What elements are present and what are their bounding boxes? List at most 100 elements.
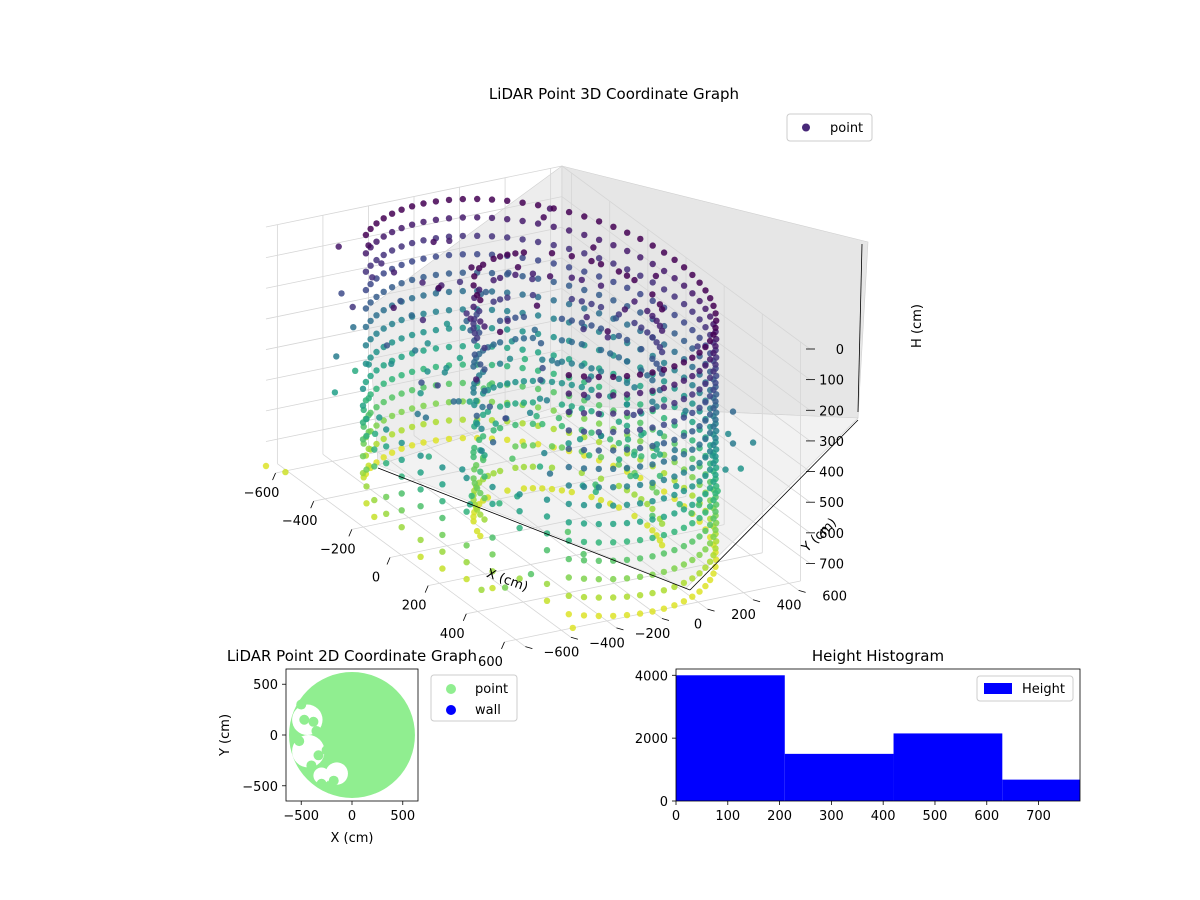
point-3d <box>543 597 551 604</box>
point-3d <box>420 384 427 391</box>
point-3d <box>706 448 714 455</box>
z-tick-label-3d: 500 <box>819 496 844 511</box>
point-3d <box>445 215 453 222</box>
point-3d <box>558 401 566 408</box>
point-3d <box>706 503 714 510</box>
point-3d <box>581 268 588 275</box>
point-3d <box>470 513 477 520</box>
z-tick-label-3d: 300 <box>819 435 844 450</box>
point-3d <box>649 387 656 394</box>
point-3d <box>380 288 387 295</box>
point-3d <box>463 310 470 317</box>
point-3d <box>710 368 717 375</box>
point-3d <box>477 489 484 497</box>
point-3d <box>636 592 644 599</box>
point-3d <box>470 363 477 370</box>
point-3d <box>595 484 602 491</box>
point-3d <box>623 538 631 545</box>
point-3d <box>623 272 631 279</box>
ticks-2d: −500 0 500 −500 0 500 <box>242 678 415 824</box>
point-3d <box>333 353 340 360</box>
point-3d <box>481 323 488 330</box>
point-3d <box>408 312 415 319</box>
x-tick-label-3d: 200 <box>402 599 427 614</box>
point-3d <box>365 361 372 368</box>
point-3d <box>689 326 696 334</box>
point-3d <box>689 400 696 407</box>
point-3d <box>588 386 595 393</box>
point-3d <box>576 436 584 443</box>
point-3d <box>481 494 488 502</box>
point-3d <box>737 465 744 472</box>
point-3d <box>656 472 664 480</box>
point-3d <box>660 587 668 594</box>
point-3d <box>529 291 537 299</box>
point-2d <box>294 736 305 747</box>
point-3d <box>463 508 470 515</box>
chart-2d: LiDAR Point 2D Coordinate Graph −500 0 500… <box>218 647 518 846</box>
point-3d <box>380 380 387 387</box>
point-3d <box>689 474 696 481</box>
point-3d <box>439 565 446 572</box>
point-3d <box>702 287 709 294</box>
point-3d <box>644 329 651 336</box>
point-3d <box>636 518 644 525</box>
x-ticks-3d: −600−400−200 0 200 400 600 <box>244 472 505 670</box>
point-3d <box>420 347 427 354</box>
point-3d <box>623 391 631 398</box>
point-3d <box>623 336 631 344</box>
point-3d <box>417 503 424 510</box>
point-3d <box>367 372 374 380</box>
x-tick-label-3d: −600 <box>244 486 280 501</box>
point-3d <box>680 264 688 271</box>
point-3d <box>459 269 466 276</box>
x-tick-label-2d: 500 <box>390 809 415 824</box>
point-3d <box>671 583 678 591</box>
point-3d <box>660 440 668 447</box>
point-3d <box>565 519 572 526</box>
legend-2d-label-wall: wall <box>475 703 501 718</box>
plot-frame-hist <box>675 668 1081 802</box>
point-3d <box>471 351 478 358</box>
point-3d <box>543 513 551 520</box>
y-tick-3d <box>661 618 670 621</box>
point-3d <box>595 218 603 225</box>
point-3d <box>539 485 546 492</box>
point-3d <box>565 208 573 216</box>
point-3d <box>463 559 470 566</box>
point-3d <box>565 440 572 447</box>
point-3d <box>380 307 387 314</box>
point-3d <box>565 282 573 289</box>
y-axis-label-2d: Y (cm) <box>218 714 233 757</box>
y-tick-label-3d: 400 <box>777 599 802 614</box>
point-3d <box>420 237 427 244</box>
point-3d <box>565 463 572 471</box>
point-3d <box>430 238 437 246</box>
point-3d <box>558 422 566 430</box>
point-3d <box>680 282 688 289</box>
point-3d <box>696 441 703 448</box>
point-3d <box>637 290 644 298</box>
point-3d <box>490 341 497 348</box>
point-3d <box>470 325 477 332</box>
point-3d <box>680 377 688 384</box>
point-3d <box>474 214 481 221</box>
point-3d <box>482 288 490 296</box>
point-3d <box>432 253 440 260</box>
point-3d <box>432 345 440 352</box>
point-3d <box>649 424 656 431</box>
point-3d <box>710 460 717 467</box>
point-3d <box>373 293 380 301</box>
x-tick-label-hist: 400 <box>871 809 896 824</box>
y-tick-label-3d: 0 <box>694 618 702 633</box>
point-3d <box>624 247 631 255</box>
point-3d <box>578 341 585 348</box>
point-3d <box>504 216 511 223</box>
point-3d <box>623 428 631 435</box>
point-3d <box>488 214 496 222</box>
point-2d <box>306 760 317 771</box>
point-3d <box>388 376 396 383</box>
point-3d <box>710 331 717 338</box>
points-3d <box>262 195 757 632</box>
x-tick-label-3d: 600 <box>478 655 503 670</box>
